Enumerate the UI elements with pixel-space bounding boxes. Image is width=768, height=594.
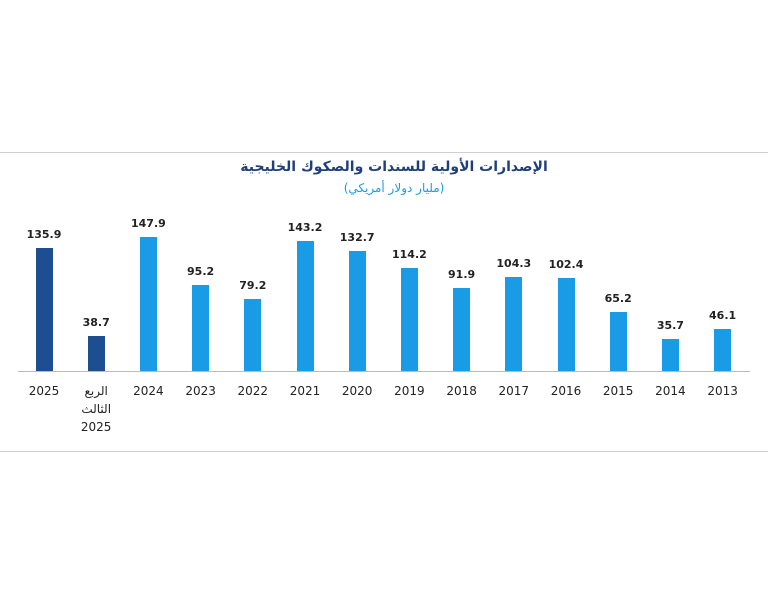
chart-title: الإصدارات الأولية للسندات والصكوك الخليج… — [240, 159, 548, 175]
x-tick-label: 2025 — [28, 384, 60, 398]
bar — [661, 338, 679, 371]
value-label: 147.9 — [130, 217, 166, 230]
bar — [244, 299, 262, 371]
value-label: 91.9 — [448, 267, 476, 281]
x-tick-label: 2013 — [707, 384, 738, 398]
x-tick-label: الربع الثالث 2025 — [80, 384, 112, 434]
x-tick-label: 2020 — [341, 384, 373, 398]
value-label: 35.7 — [656, 318, 684, 332]
bar — [348, 250, 366, 371]
bar — [609, 311, 627, 371]
value-label: 104.3 — [496, 256, 532, 270]
bar — [557, 278, 575, 371]
bar — [139, 237, 157, 371]
bar — [453, 287, 471, 371]
x-tick-label: 2015 — [602, 384, 634, 398]
x-tick-label: 2016 — [550, 384, 582, 398]
value-label: 132.7 — [339, 230, 375, 244]
chart: الإصدارات الأولية للسندات والصكوك الخليج… — [0, 152, 768, 452]
value-label: 79.2 — [239, 279, 267, 293]
value-label: 46.1 — [709, 309, 737, 323]
x-tick-label: 2019 — [394, 384, 425, 398]
x-tick-label: 2022 — [237, 384, 269, 398]
bar — [35, 247, 53, 371]
x-tick-label: 2023 — [185, 384, 216, 398]
bar — [505, 276, 523, 371]
value-label: 65.2 — [604, 291, 632, 305]
value-label: 102.4 — [548, 258, 584, 272]
bar — [192, 284, 210, 371]
x-tick-label: 2018 — [446, 384, 477, 398]
x-axis — [18, 371, 750, 372]
x-tick-label: 2024 — [133, 384, 164, 398]
x-tick-label: 2021 — [289, 384, 321, 398]
value-label: 114.2 — [391, 247, 427, 261]
bar — [296, 241, 314, 371]
x-tick-label: 2014 — [655, 384, 686, 398]
value-label: 135.9 — [26, 227, 62, 241]
value-label: 95.2 — [187, 264, 215, 278]
chart-subtitle: (مليار دولار أمريكي) — [343, 181, 445, 195]
x-tick-label: 2017 — [498, 384, 530, 398]
value-label: 38.7 — [82, 315, 110, 329]
bar — [87, 335, 105, 371]
bar — [714, 329, 732, 371]
bar — [400, 267, 418, 371]
value-label: 143.2 — [287, 221, 323, 235]
